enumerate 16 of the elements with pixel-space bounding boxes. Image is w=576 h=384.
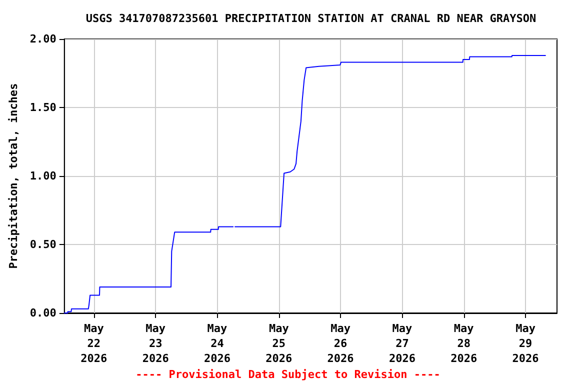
x-tick-label: May 23 2026 bbox=[142, 322, 170, 365]
y-tick-label: 2.00 bbox=[30, 32, 56, 46]
x-tick-label: May 28 2026 bbox=[450, 322, 478, 365]
x-tick-label: May 25 2026 bbox=[266, 322, 293, 365]
y-tick-label: 0.00 bbox=[30, 306, 56, 320]
y-tick-label: 1.50 bbox=[30, 101, 56, 114]
x-tick-label: May 22 2026 bbox=[80, 322, 108, 365]
x-tick-label: May 29 2026 bbox=[512, 322, 540, 365]
y-tick-label: 0.50 bbox=[30, 238, 56, 251]
x-tick-label: May 27 2026 bbox=[388, 322, 416, 365]
chart-title: USGS 341707087235601 PRECIPITATION STATION AT CRANAL RD NEAR GRAYSON bbox=[86, 12, 536, 25]
x-tick-label: May 24 2026 bbox=[204, 322, 231, 365]
y-tick-label: 1.00 bbox=[30, 170, 56, 182]
y-axis-title: Precipitation, total, inches bbox=[7, 83, 20, 269]
x-tick-label: May 26 2026 bbox=[327, 322, 354, 365]
text: ---- Provisional Data Subject to Revision ---- bbox=[136, 368, 440, 381]
